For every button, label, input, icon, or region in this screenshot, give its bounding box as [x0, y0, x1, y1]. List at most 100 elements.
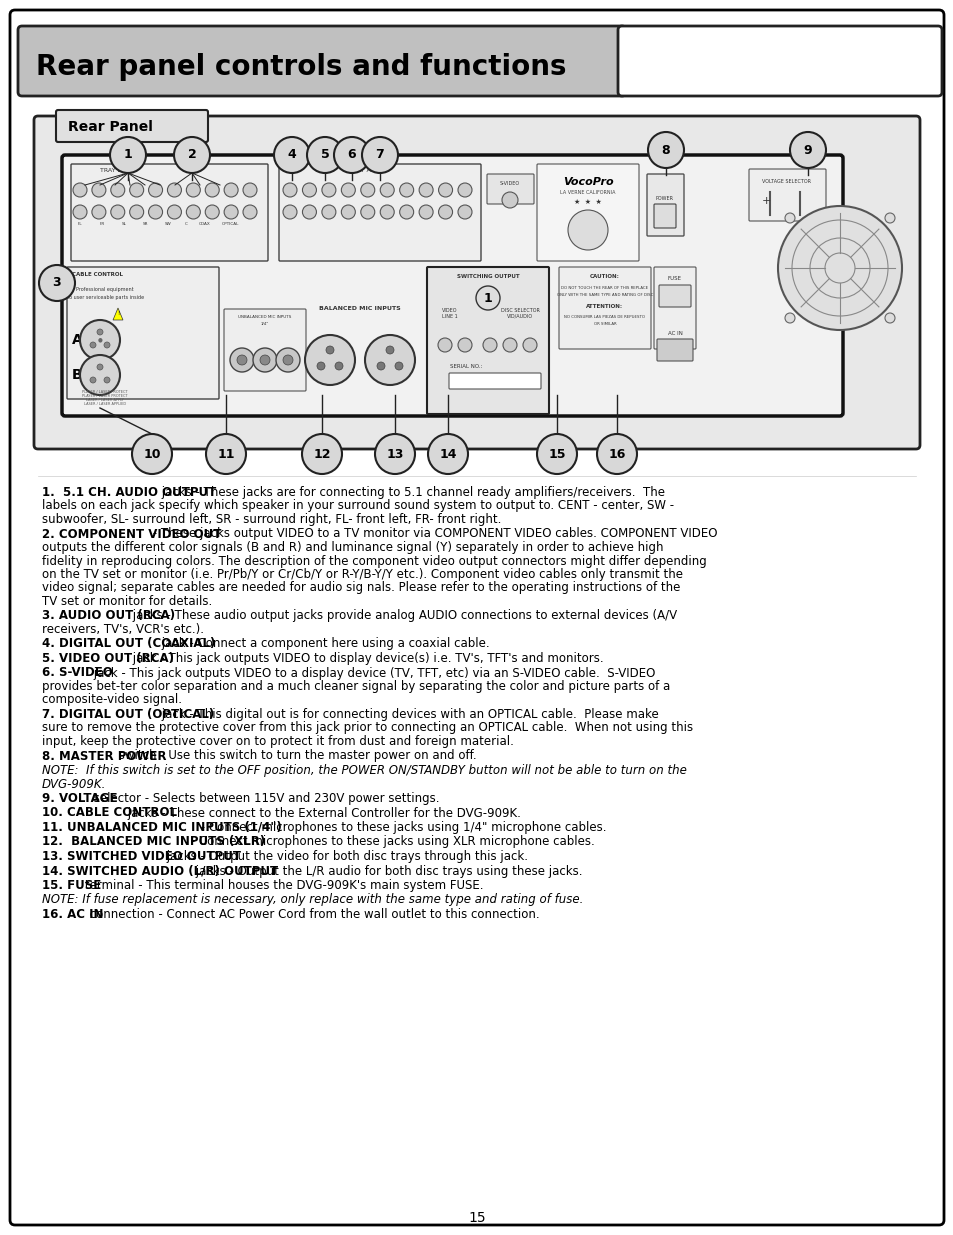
Text: 10. CABLE CONTROL: 10. CABLE CONTROL: [42, 806, 177, 820]
Text: 16. AC IN: 16. AC IN: [42, 908, 103, 921]
Text: outputs the different color signals (B and R) and luminance signal (Y) separatel: outputs the different color signals (B a…: [42, 541, 662, 555]
Circle shape: [482, 338, 497, 352]
Text: ATTENTION:: ATTENTION:: [586, 304, 623, 309]
Text: DISC SELECTOR
VID/AUDIO: DISC SELECTOR VID/AUDIO: [500, 309, 538, 319]
Circle shape: [380, 183, 394, 198]
Circle shape: [274, 137, 310, 173]
Text: SWITCHING OUTPUT: SWITCHING OUTPUT: [456, 274, 518, 279]
Circle shape: [104, 377, 110, 383]
Circle shape: [260, 354, 270, 366]
Text: UNBALANCED MIC INPUTS: UNBALANCED MIC INPUTS: [238, 315, 292, 319]
Circle shape: [130, 183, 144, 198]
Text: jacks - These audio output jacks provide analog AUDIO connections to external de: jacks - These audio output jacks provide…: [130, 610, 677, 622]
Circle shape: [73, 183, 87, 198]
Circle shape: [326, 346, 334, 354]
Text: NOTE: If fuse replacement is necessary, only replace with the same type and rati: NOTE: If fuse replacement is necessary, …: [42, 893, 583, 906]
Text: NO CONSUMIR LAS PIEZAS DE REPUESTO: NO CONSUMIR LAS PIEZAS DE REPUESTO: [564, 315, 645, 319]
Text: on the TV set or monitor (i.e. Pr/Pb/Y or Cr/Cb/Y or R-Y/B-Y/Y etc.). Component : on the TV set or monitor (i.e. Pr/Pb/Y o…: [42, 568, 682, 580]
Text: Rear Panel: Rear Panel: [68, 120, 152, 135]
Text: CAUTION:: CAUTION:: [590, 274, 619, 279]
Text: 14. SWITCHED AUDIO (L/R) OUTPUT: 14. SWITCHED AUDIO (L/R) OUTPUT: [42, 864, 278, 878]
Text: jack - Connect a component here using a coaxial cable.: jack - Connect a component here using a …: [158, 637, 490, 651]
Circle shape: [789, 132, 825, 168]
Circle shape: [375, 433, 415, 474]
Circle shape: [884, 212, 894, 224]
Text: OR SIMILAR: OR SIMILAR: [593, 322, 616, 326]
Text: 13: 13: [386, 447, 403, 461]
Text: 10: 10: [143, 447, 161, 461]
Text: PLAYER / LASER PROTECT: PLAYER / LASER PROTECT: [82, 390, 128, 394]
Circle shape: [395, 362, 402, 370]
Circle shape: [111, 205, 125, 219]
Text: 11: 11: [217, 447, 234, 461]
Circle shape: [149, 205, 162, 219]
Circle shape: [253, 348, 276, 372]
Circle shape: [97, 364, 103, 370]
Text: SW: SW: [165, 222, 172, 226]
Circle shape: [457, 338, 472, 352]
Text: VIDEO
LINE 1: VIDEO LINE 1: [441, 309, 457, 319]
Text: 11. UNBALANCED MIC INPUTS (1/4"): 11. UNBALANCED MIC INPUTS (1/4"): [42, 821, 281, 834]
Text: provides bet-ter color separation and a much cleaner signal by separating the co: provides bet-ter color separation and a …: [42, 680, 670, 693]
Circle shape: [334, 137, 370, 173]
Text: jacks - Output the video for both disc trays through this jack.: jacks - Output the video for both disc t…: [163, 850, 528, 863]
Text: jack - This jack outputs VIDEO to a display device (TV, TFT, etc) via an S-VIDEO: jack - This jack outputs VIDEO to a disp…: [91, 667, 656, 679]
Text: 4. DIGITAL OUT (COAXIAL): 4. DIGITAL OUT (COAXIAL): [42, 637, 215, 651]
Circle shape: [647, 132, 683, 168]
Circle shape: [283, 354, 293, 366]
Text: receivers, TV's, VCR's etc.).: receivers, TV's, VCR's etc.).: [42, 622, 204, 636]
Text: 9: 9: [802, 143, 811, 157]
Text: COAX: COAX: [199, 222, 211, 226]
Text: LASER / LASER APPLIED: LASER / LASER APPLIED: [84, 403, 126, 406]
FancyBboxPatch shape: [56, 110, 208, 142]
Circle shape: [80, 354, 120, 395]
Text: LA VERNE CALIFORNIA: LA VERNE CALIFORNIA: [559, 190, 615, 195]
FancyBboxPatch shape: [657, 338, 692, 361]
Circle shape: [341, 205, 355, 219]
Text: TRAY B: TRAY B: [100, 168, 122, 173]
FancyBboxPatch shape: [654, 204, 676, 228]
Circle shape: [110, 137, 146, 173]
Circle shape: [418, 183, 433, 198]
Circle shape: [149, 183, 162, 198]
Circle shape: [111, 183, 125, 198]
Circle shape: [321, 205, 335, 219]
Text: jack - This jack outputs VIDEO to display device(s) i.e. TV's, TFT's and monitor: jack - This jack outputs VIDEO to displa…: [130, 652, 603, 664]
Circle shape: [476, 287, 499, 310]
Text: jacks - Output the L/R audio for both disc trays using these jacks.: jacks - Output the L/R audio for both di…: [193, 864, 582, 878]
Circle shape: [224, 205, 238, 219]
Circle shape: [230, 348, 253, 372]
Circle shape: [186, 183, 200, 198]
Circle shape: [206, 433, 246, 474]
Circle shape: [91, 205, 106, 219]
Circle shape: [438, 183, 452, 198]
Text: 9. VOLTAGE: 9. VOLTAGE: [42, 792, 117, 805]
Text: fidelity in reproducing colors. The description of the component video output co: fidelity in reproducing colors. The desc…: [42, 555, 706, 568]
Text: OPTICAL: OPTICAL: [221, 222, 238, 226]
Circle shape: [302, 183, 316, 198]
Text: 5. VIDEO OUT (RCA): 5. VIDEO OUT (RCA): [42, 652, 173, 664]
FancyBboxPatch shape: [646, 174, 683, 236]
Circle shape: [341, 183, 355, 198]
Text: SR: SR: [143, 222, 149, 226]
Text: 12.  BALANCED MIC INPUTS (XLR): 12. BALANCED MIC INPUTS (XLR): [42, 836, 265, 848]
Text: jacks - These connect to the External Controller for the DVG-909K.: jacks - These connect to the External Co…: [124, 806, 520, 820]
Text: Professional equipment: Professional equipment: [76, 287, 133, 291]
Text: labels on each jack specify which speaker in your surround sound system to outpu: labels on each jack specify which speake…: [42, 499, 674, 513]
Text: subwoofer, SL- surround left, SR - surround right, FL- front left, FR- front rig: subwoofer, SL- surround left, SR - surro…: [42, 513, 501, 526]
Text: FL: FL: [77, 222, 82, 226]
Text: B: B: [71, 368, 83, 382]
FancyBboxPatch shape: [748, 169, 825, 221]
Circle shape: [275, 348, 299, 372]
Text: +: +: [761, 196, 771, 206]
Text: !: !: [117, 311, 119, 316]
Text: SERIAL NO.:: SERIAL NO.:: [450, 364, 482, 369]
Text: 12: 12: [313, 447, 331, 461]
Circle shape: [236, 354, 247, 366]
Text: VocoPro: VocoPro: [562, 177, 613, 186]
Circle shape: [361, 137, 397, 173]
Circle shape: [316, 362, 325, 370]
Circle shape: [97, 329, 103, 335]
Text: 1.  5.1 CH. AUDIO OUTPUT: 1. 5.1 CH. AUDIO OUTPUT: [42, 487, 216, 499]
Text: TV set or monitor for details.: TV set or monitor for details.: [42, 595, 212, 608]
